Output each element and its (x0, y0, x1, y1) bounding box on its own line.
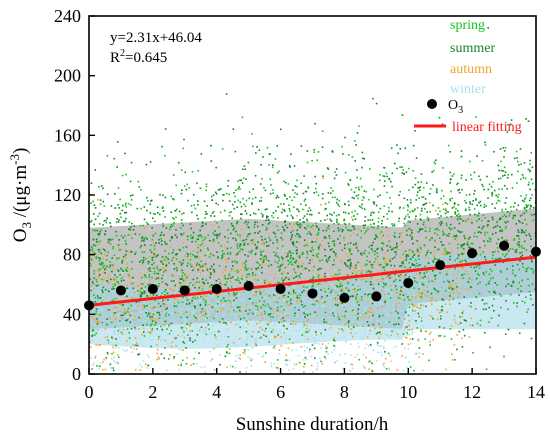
y-tick-label: 160 (54, 125, 81, 145)
legend-label-summer: summer (450, 41, 495, 56)
mean-point (307, 288, 318, 299)
y-tick-label: 240 (54, 6, 81, 26)
mean-point (339, 292, 350, 303)
mean-point (243, 280, 254, 291)
y-tick-label: 0 (72, 364, 81, 384)
y-tick-label: 200 (54, 66, 81, 86)
mean-point (371, 291, 382, 302)
x-tick-label: 14 (527, 382, 545, 402)
equation-label: y=2.31x+46.04 (110, 30, 202, 46)
x-axis-title: Sunshine duration/h (236, 414, 389, 435)
x-tick-label: 8 (340, 382, 349, 402)
mean-point (435, 260, 446, 271)
fit-line (88, 255, 537, 307)
mean-point (403, 278, 414, 289)
legend-label-spring: spring (450, 18, 485, 33)
y-tick-label: 40 (63, 304, 81, 324)
x-tick-label: 4 (212, 382, 221, 402)
mean-point (499, 240, 510, 251)
x-tick-label: 0 (85, 382, 94, 402)
legend: spring summer autumn winter O3 linear fi… (414, 18, 522, 135)
mean-point (275, 283, 286, 294)
x-tick-label: 6 (276, 382, 285, 402)
mean-point (211, 283, 222, 294)
scatter-spring (89, 116, 536, 372)
mean-point (115, 285, 126, 296)
mean-point (467, 248, 478, 259)
x-tick-label: 10 (399, 382, 417, 402)
mean-points (84, 240, 541, 311)
y-tick-label: 120 (54, 185, 81, 205)
legend-label-autumn: autumn (450, 62, 492, 77)
x-tick-label: 2 (148, 382, 157, 402)
mean-point (179, 285, 190, 296)
legend-marker-o3 (427, 99, 437, 109)
scatter-summer (89, 27, 536, 373)
axes: 0 2 4 6 8 10 12 14 0 40 80 120 160 200 240 (54, 6, 545, 402)
mean-point (147, 283, 158, 294)
r-squared-label: R2=0.645 (110, 48, 167, 66)
y-tick-label: 80 (63, 245, 81, 265)
y-axis-title: O3 /(μg·m-3) (7, 148, 34, 243)
legend-label-o3: O3 (448, 98, 463, 116)
legend-label-winter: winter (450, 82, 486, 97)
x-tick-label: 12 (463, 382, 481, 402)
fit-line-group (88, 255, 537, 307)
legend-label-fit: linear fitting (452, 120, 522, 135)
